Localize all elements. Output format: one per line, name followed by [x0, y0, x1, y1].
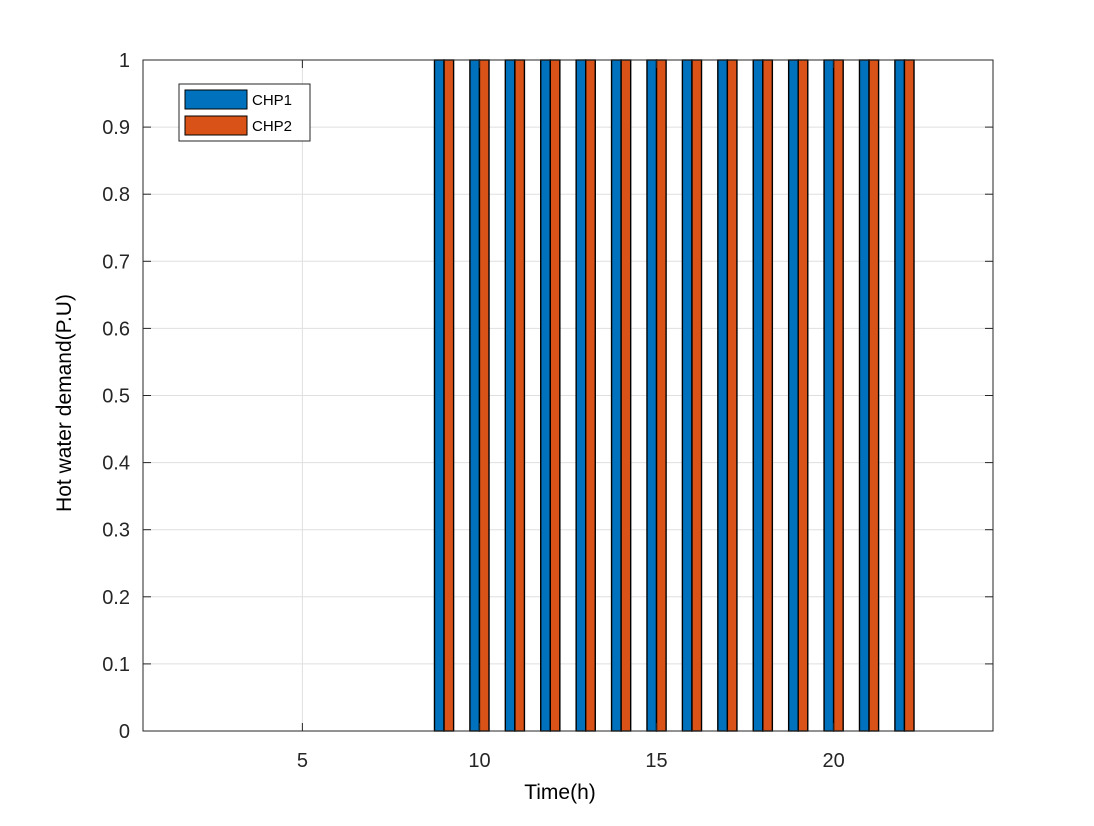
bar-chp2: [620, 59, 632, 732]
legend: CHP1 CHP2: [178, 83, 311, 142]
bar-chp1: [787, 59, 799, 732]
y-tick-label: 0: [119, 721, 130, 743]
y-tick-label: 0.5: [102, 386, 130, 408]
bar-chp1: [858, 59, 870, 732]
x-tick-label: 5: [297, 750, 308, 772]
y-tick-label: 0.8: [102, 184, 130, 206]
y-tick-label: 0.9: [102, 117, 130, 139]
bar-chp1: [610, 59, 622, 732]
bar-chp1: [504, 59, 516, 732]
y-tick-label: 1: [119, 50, 130, 72]
bar-chp2: [726, 59, 738, 732]
ticks-layer: 00.10.20.30.40.50.60.70.80.915 10 15 20: [102, 50, 993, 772]
y-tick-label: 0.4: [102, 453, 130, 475]
bar-chp1: [823, 59, 835, 732]
bar-chp2: [514, 59, 526, 732]
bar-chp2: [762, 59, 774, 732]
bar-chp2: [655, 59, 667, 732]
bar-chp2: [691, 59, 703, 732]
x-tick-label: 10: [468, 750, 490, 772]
bar-chp1: [469, 59, 481, 732]
y-tick-label: 0.3: [102, 520, 130, 542]
y-tick-label: 0.1: [102, 654, 130, 676]
bar-chp1: [717, 59, 729, 732]
legend-swatch-chp1: [184, 89, 248, 110]
bar-chp2: [478, 59, 490, 732]
legend-label-chp2: CHP2: [252, 118, 292, 135]
y-axis-label: Hot water demand(P.U): [53, 294, 76, 512]
bar-chp1: [540, 59, 551, 732]
bar-chp2: [868, 59, 880, 732]
y-tick-label: 0.6: [102, 318, 130, 340]
bar-chp1: [752, 59, 764, 732]
y-tick-label: 0.2: [102, 587, 130, 609]
bar-chp1: [646, 59, 658, 732]
x-axis-label: Time(h): [524, 781, 596, 804]
legend-label-chp1: CHP1: [252, 92, 292, 109]
bar-chp1: [894, 59, 906, 732]
y-tick-label: 0.7: [102, 251, 130, 273]
legend-swatch-chp2: [184, 115, 248, 136]
bar-chp1: [433, 59, 445, 732]
bar-chp2: [443, 59, 455, 732]
x-tick-label: 15: [645, 750, 667, 772]
bar-chp1: [575, 59, 587, 732]
bar-chp2: [585, 59, 596, 732]
bar-chp1: [681, 59, 693, 732]
bar-chp2: [549, 59, 561, 732]
bar-chp2: [903, 59, 915, 732]
bar-chp2: [832, 59, 844, 732]
bar-chp2: [797, 59, 809, 732]
x-tick-label: 20: [823, 750, 845, 772]
